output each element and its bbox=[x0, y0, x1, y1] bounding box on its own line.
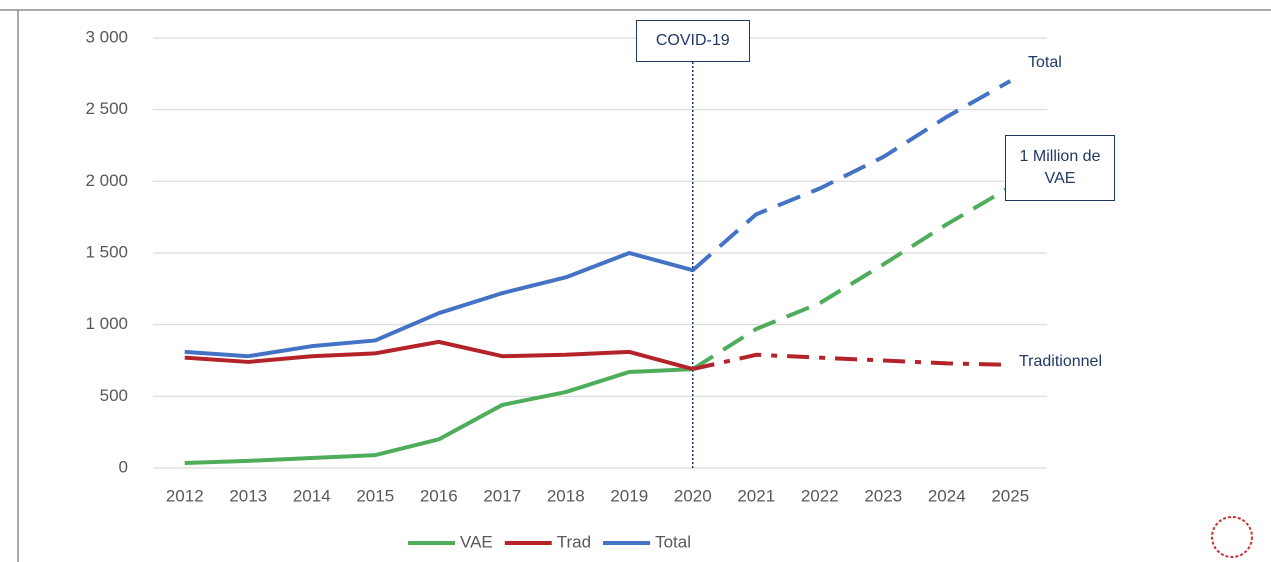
y-tick-label: 1 500 bbox=[85, 242, 128, 261]
end-label: Traditionnel bbox=[1019, 353, 1103, 370]
y-tick-label: 1 000 bbox=[85, 314, 128, 333]
legend-label: Trad bbox=[557, 532, 591, 551]
x-tick-label: 2017 bbox=[483, 486, 521, 505]
x-tick-label: 2013 bbox=[229, 486, 267, 505]
end-label: 1 Million de VAE bbox=[1005, 135, 1115, 201]
x-tick-label: 2025 bbox=[991, 486, 1029, 505]
y-tick-label: 2 500 bbox=[85, 99, 128, 118]
x-tick-label: 2020 bbox=[674, 486, 712, 505]
series-line-projection bbox=[691, 79, 1012, 272]
x-tick-label: 2018 bbox=[547, 486, 585, 505]
logo bbox=[1211, 516, 1253, 558]
y-tick-label: 3 000 bbox=[85, 27, 128, 46]
legend-label: VAE bbox=[460, 532, 493, 551]
y-tick-label: 0 bbox=[119, 457, 128, 476]
covid-label: COVID-19 bbox=[635, 20, 750, 62]
legend-label: Total bbox=[655, 532, 691, 551]
series-line-projection bbox=[691, 185, 1012, 371]
series-line bbox=[184, 251, 694, 359]
x-tick-label: 2019 bbox=[610, 486, 648, 505]
series-line bbox=[184, 367, 693, 465]
series-line bbox=[184, 339, 694, 372]
y-tick-label: 500 bbox=[100, 386, 128, 405]
x-tick-label: 2023 bbox=[864, 486, 902, 505]
series-line-projection bbox=[692, 352, 1011, 372]
y-tick-label: 2 000 bbox=[85, 171, 128, 190]
x-tick-label: 2015 bbox=[356, 486, 394, 505]
x-tick-label: 2021 bbox=[737, 486, 775, 505]
x-tick-label: 2014 bbox=[293, 486, 331, 505]
end-label: Total bbox=[1028, 54, 1062, 71]
x-tick-label: 2012 bbox=[166, 486, 204, 505]
x-tick-label: 2016 bbox=[420, 486, 458, 505]
x-tick-label: 2022 bbox=[801, 486, 839, 505]
x-tick-label: 2024 bbox=[928, 486, 966, 505]
